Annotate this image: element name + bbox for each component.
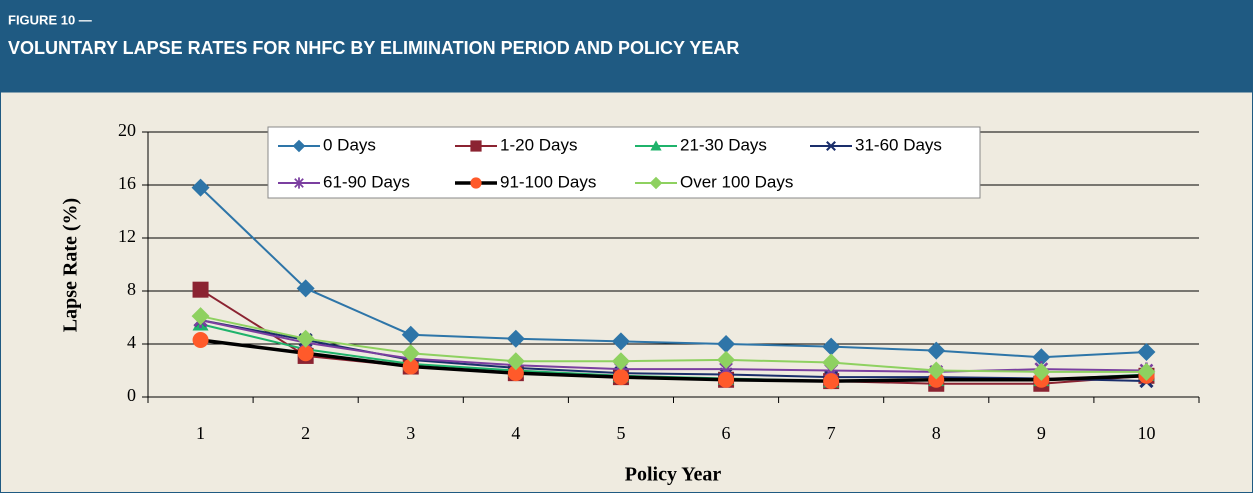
legend-label: 1-20 Days	[500, 135, 577, 154]
marker	[1032, 362, 1051, 381]
legend-marker	[294, 177, 304, 189]
marker	[823, 373, 840, 390]
marker	[296, 279, 315, 298]
marker	[506, 352, 525, 371]
marker	[927, 341, 946, 360]
x-tick-label: 1	[196, 423, 205, 443]
series-line	[200, 338, 1147, 383]
x-tick-label: 10	[1137, 423, 1155, 443]
marker	[717, 350, 736, 369]
marker	[506, 329, 525, 348]
legend-label: 21-30 Days	[680, 135, 767, 154]
marker	[611, 352, 630, 371]
legend-box	[267, 126, 981, 199]
legend-marker	[470, 177, 482, 189]
marker	[717, 335, 736, 353]
y-tick-label: 16	[118, 173, 136, 193]
marker	[718, 371, 735, 388]
marker	[611, 332, 630, 351]
y-tick-label: 4	[127, 332, 136, 352]
marker	[1137, 342, 1156, 361]
marker	[192, 281, 209, 298]
marker	[296, 329, 315, 348]
x-tick-label: 3	[406, 423, 415, 443]
x-tick-label: 2	[301, 423, 310, 443]
legend-marker	[650, 140, 662, 151]
marker	[927, 361, 946, 380]
marker	[822, 353, 841, 372]
y-tick-label: 12	[118, 226, 136, 246]
marker	[191, 307, 210, 326]
x-tick-label: 8	[932, 423, 941, 443]
marker	[297, 345, 314, 362]
marker	[507, 365, 524, 382]
y-axis-label: Lapse Rate (%)	[60, 198, 82, 332]
x-tick-label: 9	[1037, 423, 1046, 443]
marker	[191, 178, 210, 197]
marker	[1137, 362, 1156, 381]
series-line	[199, 186, 1147, 359]
marker	[401, 344, 420, 363]
marker	[401, 325, 420, 344]
x-tick-label: 6	[722, 423, 731, 443]
x-axis-label: Policy Year	[625, 464, 722, 486]
legend-label: 61-90 Days	[323, 172, 410, 191]
legend-label: Over 100 Days	[680, 172, 793, 191]
x-tick-label: 4	[511, 423, 520, 443]
legend-label: 0 Days	[323, 135, 376, 154]
series-line	[200, 315, 1147, 373]
figure-label: FIGURE 10 —	[8, 12, 92, 27]
marker	[1032, 348, 1051, 367]
chart-title: VOLUNTARY LAPSE RATES FOR NHFC BY ELIMIN…	[8, 38, 739, 58]
legend-label: 31-60 Days	[855, 135, 942, 154]
x-tick-label: 7	[827, 423, 836, 443]
marker	[612, 369, 629, 386]
legend-marker	[470, 140, 482, 152]
y-tick-label: 0	[127, 385, 136, 405]
legend-label: 91-100 Days	[500, 172, 596, 191]
marker	[928, 371, 945, 388]
x-tick-label: 5	[616, 423, 625, 443]
marker	[402, 358, 419, 375]
marker	[822, 337, 841, 356]
y-tick-label: 20	[118, 120, 136, 140]
legend-marker	[826, 141, 836, 151]
y-tick-label: 8	[127, 279, 136, 299]
header-band	[0, 0, 1253, 92]
marker	[192, 332, 209, 349]
